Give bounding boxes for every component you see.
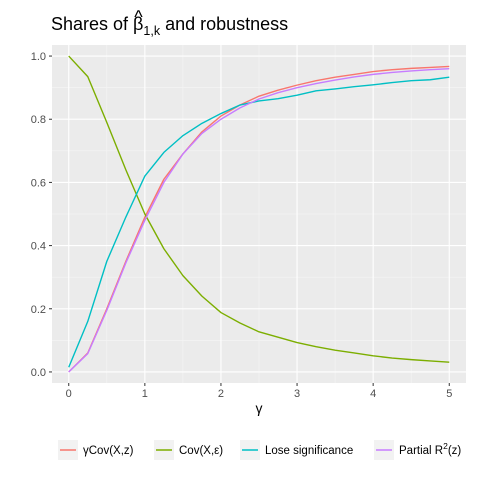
legend-label-3: Lose significance <box>265 445 353 457</box>
x-axis: 0 1 2 3 4 5 <box>66 383 452 400</box>
legend-label-2: Cov(X,ε) <box>179 445 223 457</box>
chart-title: Shares of β1,k and robustness <box>51 14 288 38</box>
chart-title-beta-symbol: β <box>133 14 143 34</box>
x-tick-label: 3 <box>294 388 300 400</box>
x-axis-title: γ <box>256 400 263 416</box>
y-tick-label: 0.8 <box>31 114 46 126</box>
y-tick-label: 0.4 <box>31 241 46 253</box>
series-lines <box>68 55 450 373</box>
legend-label-1: γCov(X,z) <box>83 445 134 457</box>
legend-label-4: Partial R2(z) <box>399 441 461 457</box>
chart-title-suffix: and robustness <box>160 14 288 34</box>
y-tick-label: 0.6 <box>31 177 46 189</box>
x-tick-label: 2 <box>218 388 224 400</box>
y-tick-label: 0.0 <box>31 367 46 379</box>
y-tick-label: 0.2 <box>31 304 46 316</box>
y-tick-label: 1.0 <box>31 51 46 63</box>
x-tick-label: 1 <box>142 388 148 400</box>
y-axis: 0.0 0.2 0.4 0.6 0.8 1.0 <box>31 51 52 379</box>
x-tick-label: 5 <box>446 388 452 400</box>
x-tick-label: 0 <box>66 388 72 400</box>
chart-title-hat-accent: ^ <box>134 7 143 27</box>
legend: γCov(X,z) Cov(X,ε) Lose significance Partia… <box>58 440 461 460</box>
chart-title-subscript: 1,k <box>143 24 160 38</box>
chart-title-prefix: Shares of <box>51 14 133 34</box>
x-tick-label: 4 <box>370 388 376 400</box>
